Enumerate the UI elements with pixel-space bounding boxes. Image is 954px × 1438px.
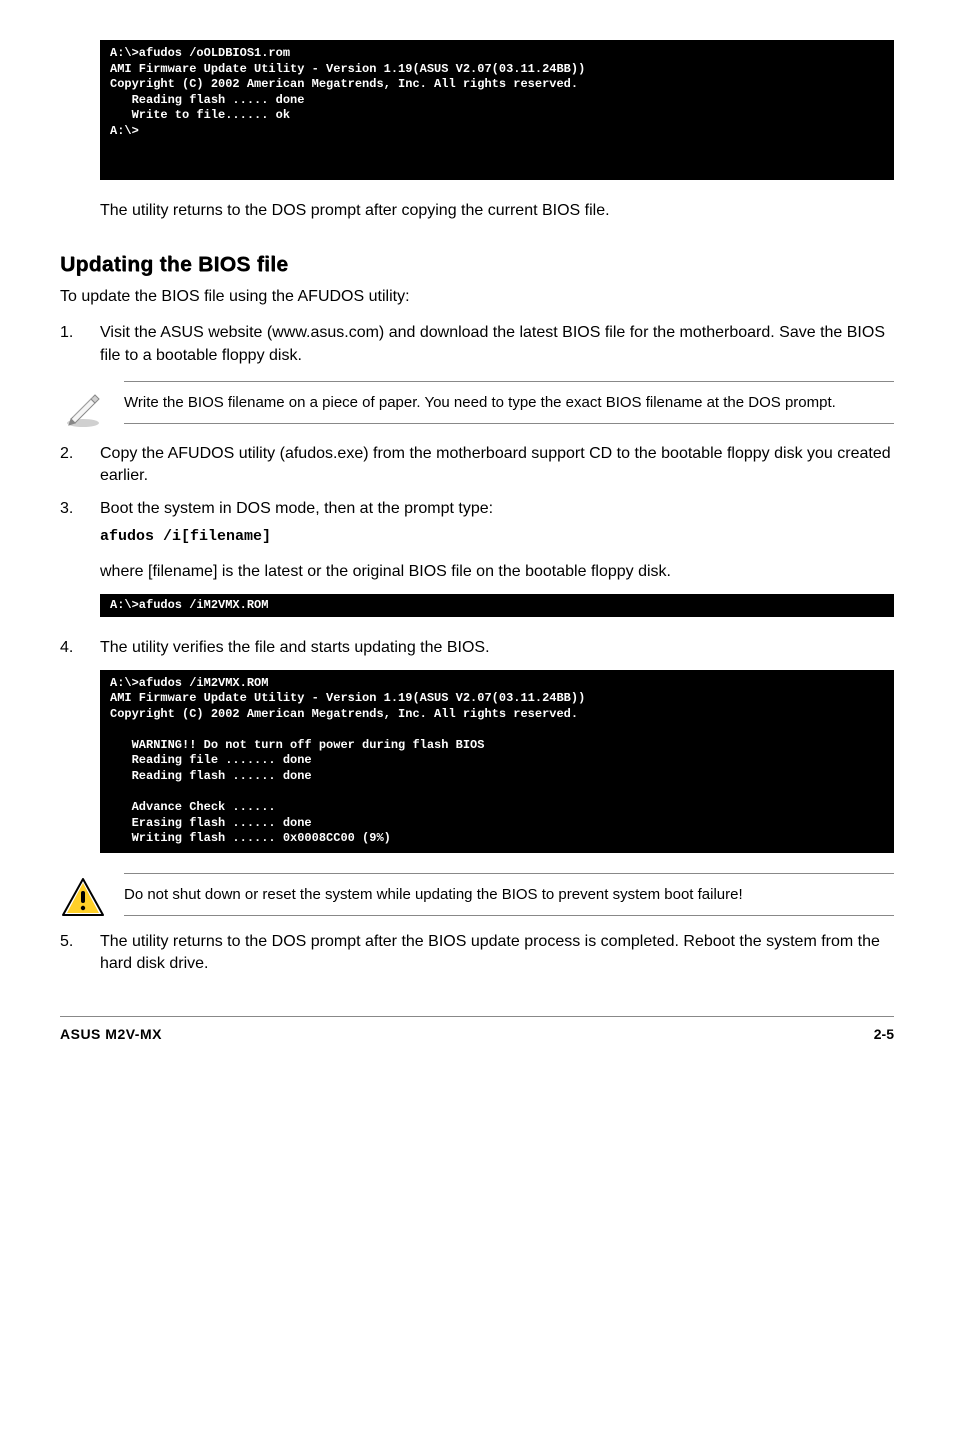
note-content: Do not shut down or reset the system whi… [124,873,894,916]
note-pencil: Write the BIOS filename on a piece of pa… [60,381,894,429]
section-intro: To update the BIOS file using the AFUDOS… [60,286,894,308]
note-warning: Do not shut down or reset the system whi… [60,873,894,917]
terminal-output-3: A:\>afudos /iM2VMX.ROM AMI Firmware Upda… [100,670,894,854]
step3-where: where [filename] is the latest or the or… [100,563,671,580]
step-text: Visit the ASUS website (www.asus.com) an… [100,322,894,367]
terminal-output-1: A:\>afudos /oOLDBIOS1.rom AMI Firmware U… [100,40,894,180]
step-number: 2. [60,443,100,465]
footer-right: 2-5 [874,1025,894,1045]
step-text: Copy the AFUDOS utility (afudos.exe) fro… [100,443,894,488]
terminal-output-2: A:\>afudos /iM2VMX.ROM [100,594,894,618]
step-1: 1. Visit the ASUS website (www.asus.com)… [60,322,894,367]
footer-left: ASUS M2V-MX [60,1025,162,1045]
step-2: 2. Copy the AFUDOS utility (afudos.exe) … [60,443,894,488]
step-text: Boot the system in DOS mode, then at the… [100,498,894,584]
step-text: The utility returns to the DOS prompt af… [100,931,894,976]
paragraph-after-t1: The utility returns to the DOS prompt af… [100,200,894,222]
step-3: 3. Boot the system in DOS mode, then at … [60,498,894,584]
step-4: 4. The utility verifies the file and sta… [60,637,894,659]
step-number: 5. [60,931,100,953]
page-footer: ASUS M2V-MX 2-5 [60,1016,894,1045]
step3-line: Boot the system in DOS mode, then at the… [100,500,493,517]
step-5: 5. The utility returns to the DOS prompt… [60,931,894,976]
note-content: Write the BIOS filename on a piece of pa… [124,381,894,424]
step-text: The utility verifies the file and starts… [100,637,894,659]
warning-icon [60,873,106,917]
step-number: 3. [60,498,100,520]
step-number: 1. [60,322,100,344]
section-title: Updating the BIOS file [60,250,894,279]
step-number: 4. [60,637,100,659]
step3-command: afudos /i[filename] [100,526,894,547]
pencil-icon [60,381,106,429]
